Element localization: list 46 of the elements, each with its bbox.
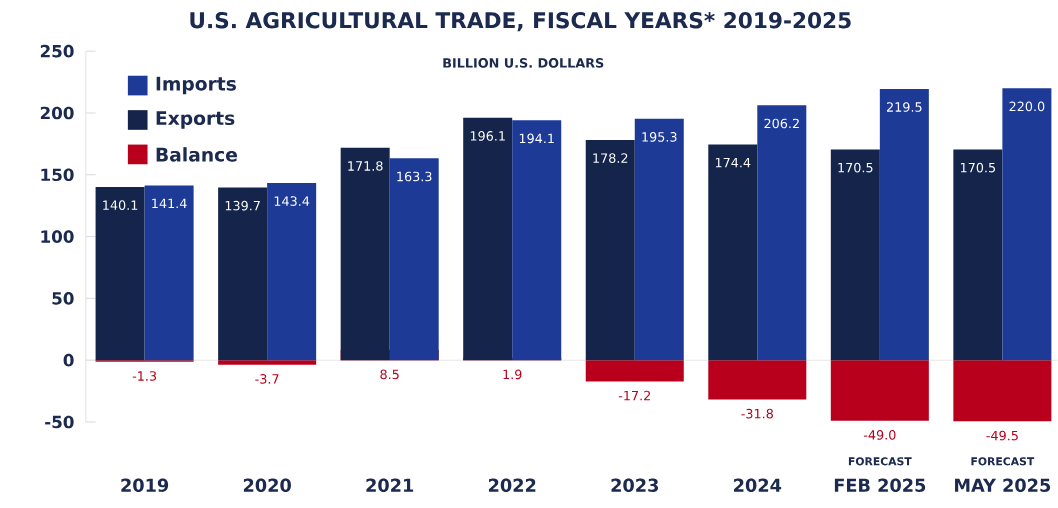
chart-subtitle: BILLION U.S. DOLLARS — [443, 57, 604, 68]
text: FORECAST — [848, 456, 912, 466]
data-label: 170.5 — [838, 162, 873, 173]
y-tick-label: 100 — [41, 230, 74, 243]
data-label: 178.2 — [593, 153, 628, 163]
x-tick-label: FEB 2025 — [834, 478, 926, 492]
x-tick-label: 2024 — [734, 478, 782, 492]
data-label: 1.9 — [503, 369, 522, 379]
x-tick-label: 2022 — [488, 478, 536, 492]
data-label: -49.0 — [863, 429, 896, 440]
data-label: 141.4 — [152, 198, 187, 208]
x-tick-label: MAY 2025 — [955, 478, 1051, 492]
y-tick-label: 200 — [40, 106, 74, 120]
data-label: 195.3 — [642, 131, 677, 142]
text: FORECAST — [971, 456, 1035, 466]
legend-label: Balance — [156, 146, 237, 162]
legend-label: Exports — [156, 111, 235, 129]
data-label: -31.8 — [741, 408, 773, 419]
chart-title: U.S. AGRICULTURAL TRADE, FISCAL YEARS* 2019-2025 — [190, 11, 851, 31]
data-label: 163.3 — [397, 171, 432, 182]
y-tick-label: -50 — [45, 415, 74, 429]
x-tick-label: 2023 — [611, 478, 658, 492]
x-tick-label: 2019 — [121, 478, 169, 492]
data-label: -3.7 — [255, 373, 279, 384]
data-label: -17.2 — [618, 390, 651, 401]
x-tick-label: 2021 — [366, 478, 414, 492]
data-label: 170.5 — [960, 162, 996, 173]
data-label: 171.8 — [348, 160, 383, 171]
data-label: 8.5 — [380, 369, 399, 379]
data-label: 206.2 — [764, 118, 799, 129]
y-tick-label: 250 — [40, 44, 74, 58]
data-label: -1.3 — [132, 370, 157, 381]
data-label: 220.0 — [1009, 101, 1045, 112]
data-label: 174.4 — [715, 157, 751, 168]
y-tick-label: 0 — [63, 353, 74, 367]
data-label: 139.7 — [225, 200, 260, 211]
data-label: 194.1 — [519, 133, 554, 144]
data-label: 140.1 — [103, 200, 138, 210]
data-label: 143.4 — [274, 196, 310, 206]
x-tick-label: 2020 — [243, 478, 291, 492]
data-label: 219.5 — [886, 101, 922, 112]
data-label: 196.1 — [470, 130, 505, 141]
y-tick-label: 150 — [41, 168, 74, 181]
legend-label: Imports — [156, 76, 236, 95]
y-tick-label: 50 — [52, 291, 74, 305]
data-label: -49.5 — [986, 430, 1018, 441]
